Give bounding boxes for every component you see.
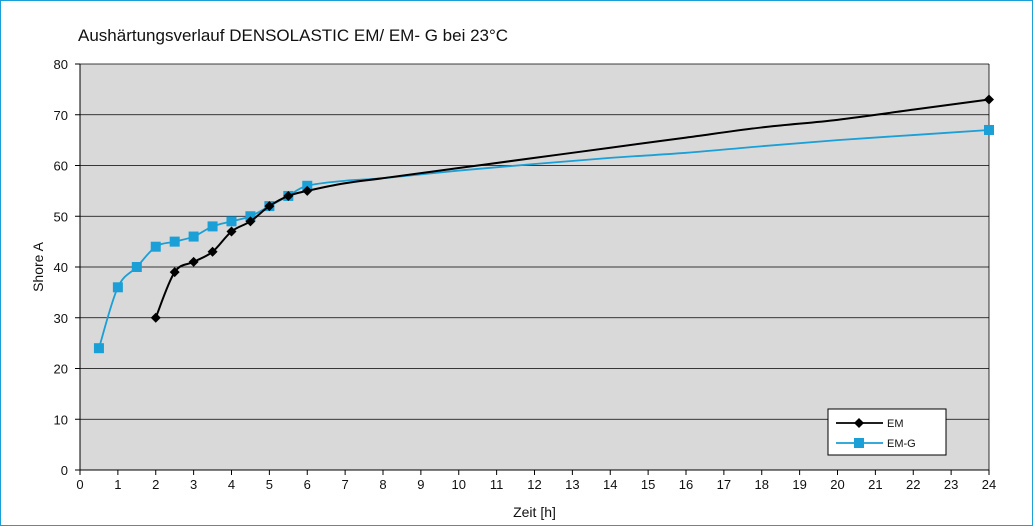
legend: EM EM-G	[827, 408, 947, 456]
series-layer	[93, 94, 994, 354]
x-tick-label-17: 17	[717, 477, 731, 492]
point-em-1	[169, 267, 180, 278]
legend-marker-em-g	[854, 438, 864, 448]
point-em-3	[207, 246, 218, 257]
point-em-g-12	[984, 124, 994, 135]
point-em-g-3	[150, 241, 161, 252]
x-tick-label-14: 14	[603, 477, 617, 492]
point-em-g-7	[226, 216, 237, 227]
x-tick-label-10: 10	[452, 477, 466, 492]
x-tick-label-19: 19	[792, 477, 806, 492]
x-tick-label-5: 5	[266, 477, 273, 492]
x-tick-label-6: 6	[304, 477, 311, 492]
chart-title: Aushärtungsverlauf DENSOLASTIC EM/ EM- G…	[78, 26, 508, 45]
y-tick-label-80: 80	[54, 57, 68, 72]
x-tick-label-18: 18	[755, 477, 769, 492]
legend-label-em-g: EM-G	[887, 438, 916, 450]
point-em-g-0	[93, 343, 104, 354]
point-em-7	[283, 190, 294, 201]
x-tick-label-4: 4	[228, 477, 235, 492]
x-tick-label-24: 24	[982, 477, 996, 492]
y-tick-label-40: 40	[54, 260, 68, 275]
series-line-em	[154, 98, 990, 319]
x-tick-label-1: 1	[114, 477, 121, 492]
x-axis-label: Zeit [h]	[513, 504, 556, 520]
point-em-g-11	[302, 180, 313, 191]
y-tick-label-10: 10	[54, 412, 68, 427]
x-tick-label-22: 22	[906, 477, 920, 492]
point-em-0	[150, 312, 161, 323]
point-em-6	[264, 201, 275, 212]
x-tick-label-12: 12	[527, 477, 541, 492]
legend-label-em: EM	[887, 418, 904, 430]
x-tick-label-11: 11	[490, 477, 504, 492]
x-tick-label-16: 16	[679, 477, 693, 492]
point-em-g-4	[169, 236, 180, 247]
x-tick-label-13: 13	[565, 477, 579, 492]
point-em-4	[226, 226, 237, 237]
x-tick-label-3: 3	[190, 477, 197, 492]
point-em-g-6	[207, 221, 218, 232]
y-tick-label-0: 0	[61, 463, 68, 478]
point-em-g-8	[245, 211, 256, 222]
legend-box	[827, 408, 947, 456]
y-tick-label-30: 30	[54, 311, 68, 326]
point-em-g-1	[112, 282, 123, 293]
grid-lines	[80, 63, 989, 420]
point-em-g-5	[188, 231, 199, 242]
y-axis-label: Shore A	[30, 241, 46, 291]
point-em-9	[984, 94, 994, 105]
x-tick-label-0: 0	[76, 477, 83, 492]
point-em-5	[245, 216, 256, 227]
x-tick-label-21: 21	[868, 477, 882, 492]
x-tick-label-2: 2	[152, 477, 159, 492]
point-em-8	[302, 185, 313, 196]
point-em-2	[188, 256, 199, 267]
x-tick-label-9: 9	[417, 477, 424, 492]
point-em-g-2	[131, 262, 142, 272]
x-tick-label-23: 23	[944, 477, 958, 492]
x-tick-label-20: 20	[830, 477, 844, 492]
y-tick-label-70: 70	[54, 108, 68, 123]
y-tick-label-60: 60	[54, 159, 68, 174]
series-em	[150, 94, 994, 323]
y-tick-label-50: 50	[54, 209, 68, 224]
x-tick-label-7: 7	[342, 477, 349, 492]
x-tick-label-15: 15	[641, 477, 655, 492]
y-tick-label-20: 20	[54, 362, 68, 377]
x-tick-label-8: 8	[379, 477, 386, 492]
legend-marker-em	[854, 418, 864, 428]
